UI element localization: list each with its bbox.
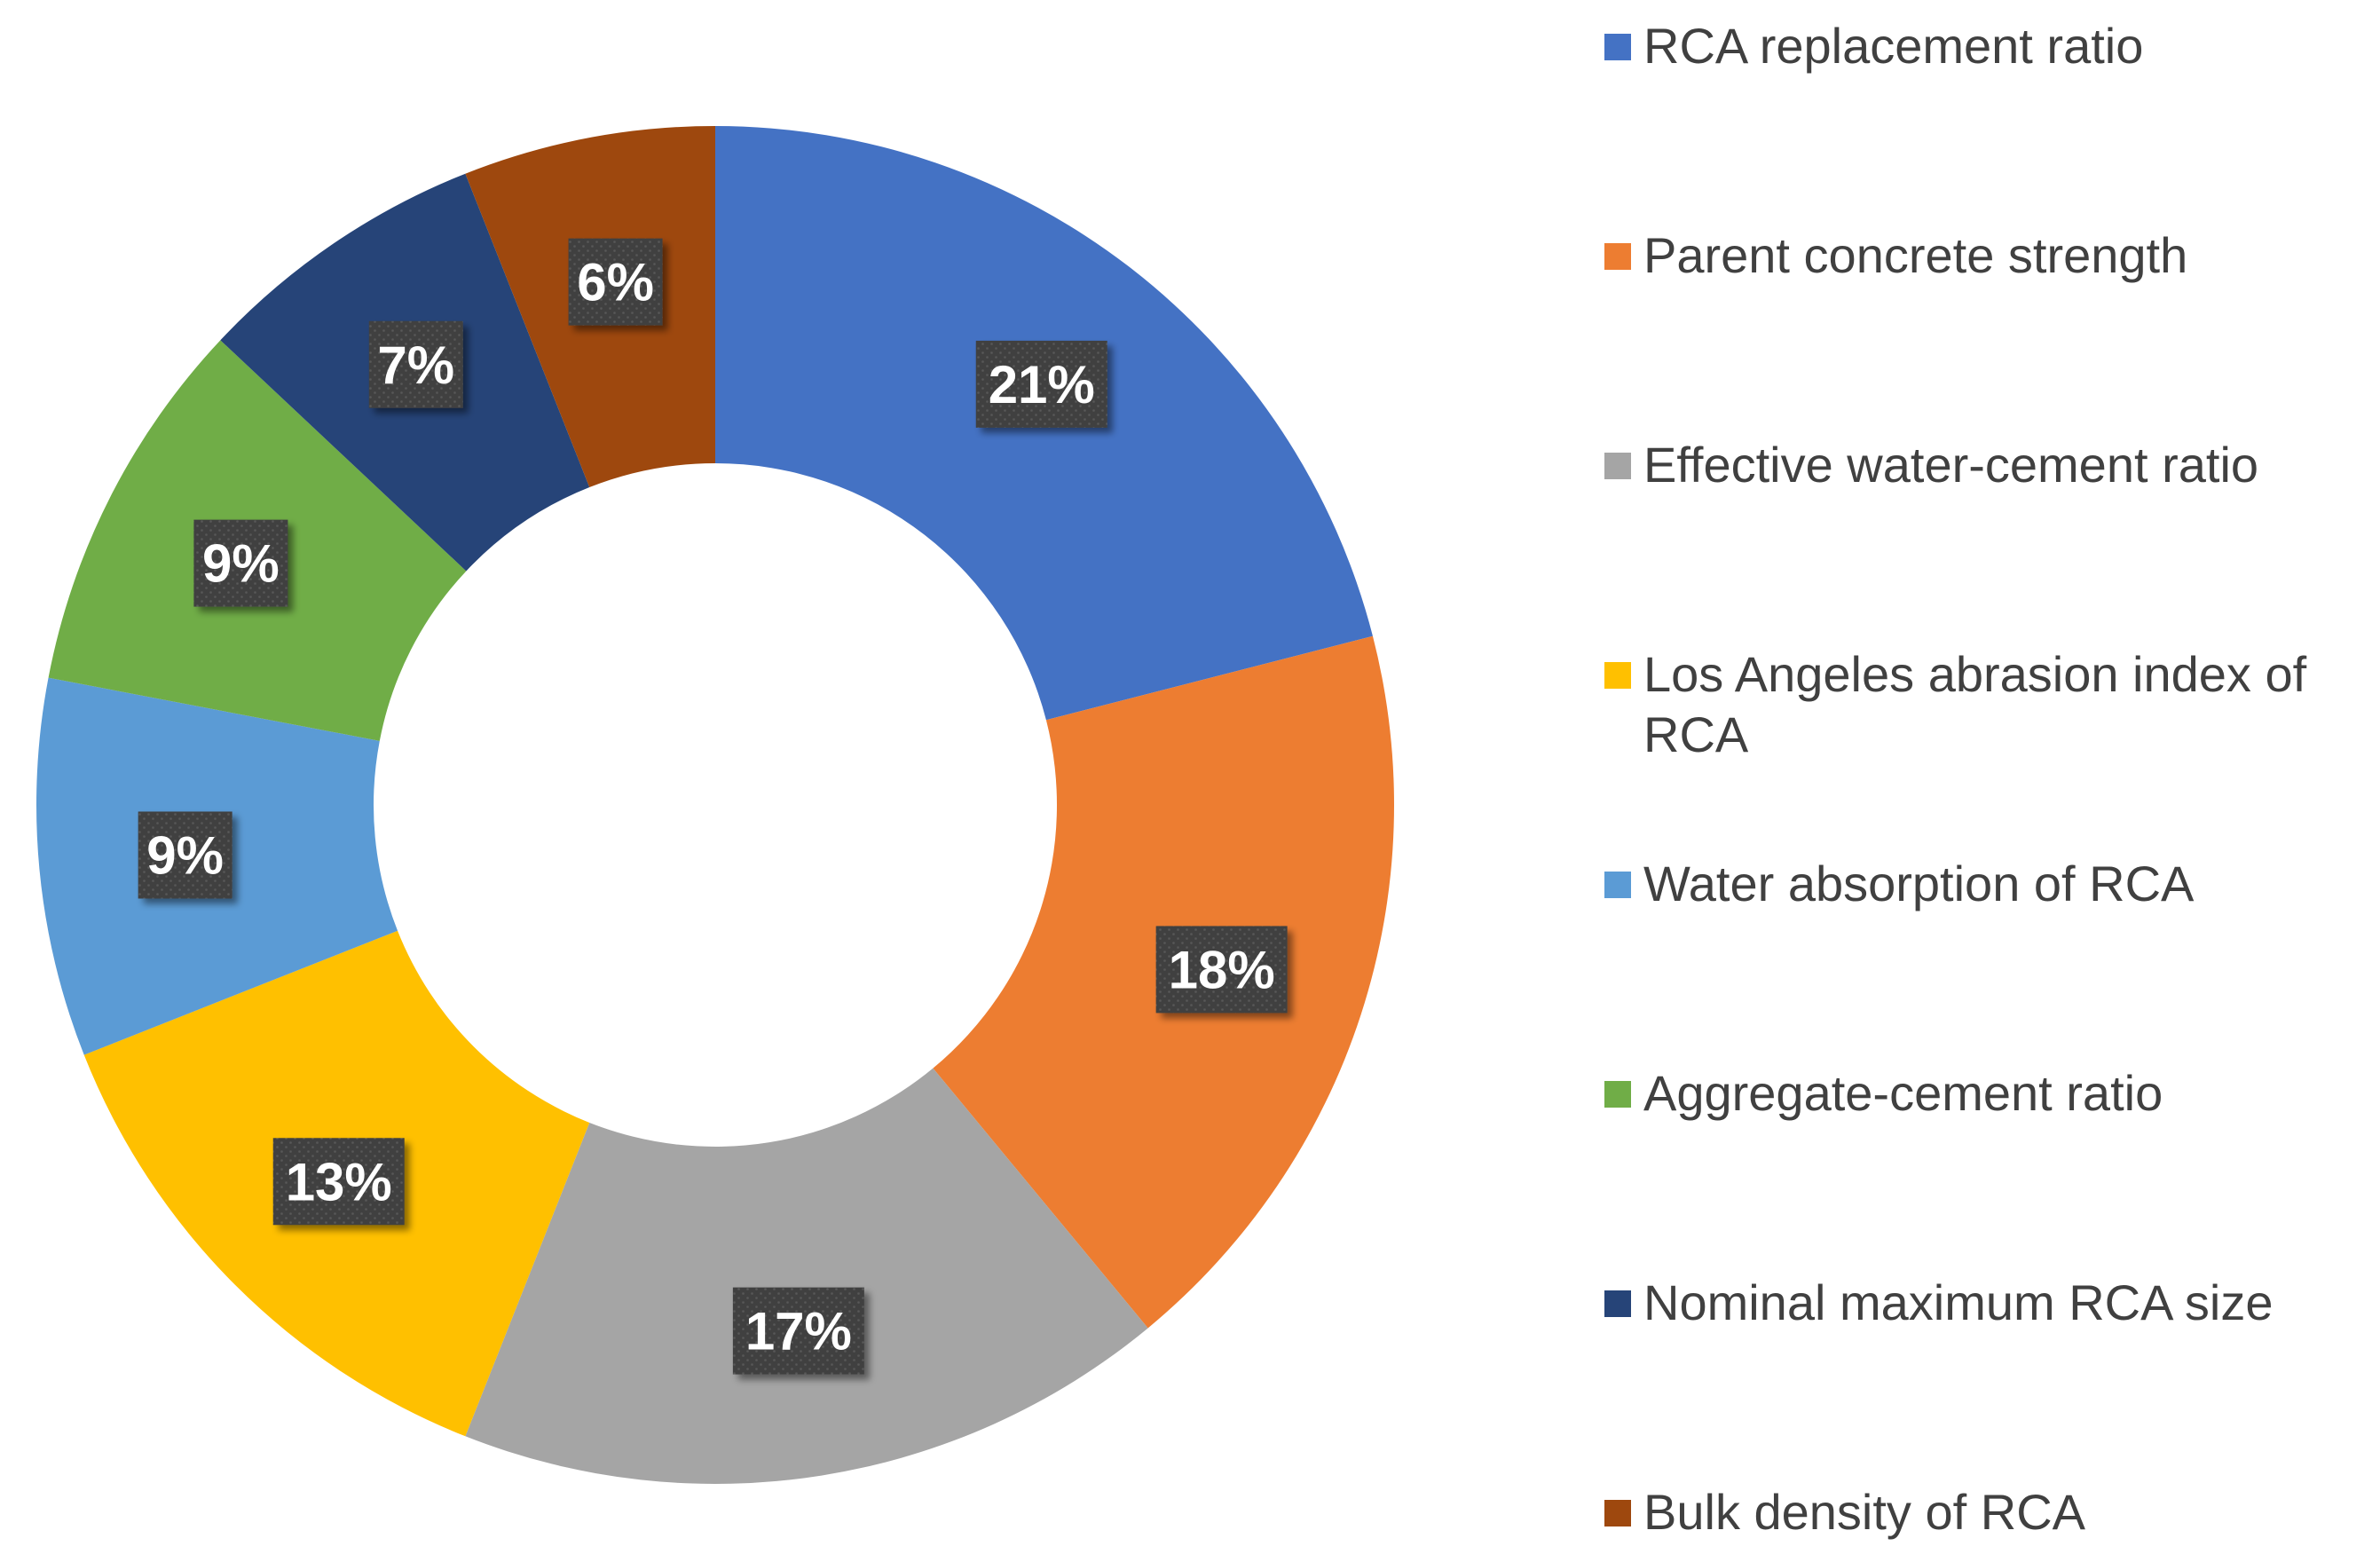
- data-label-parent-concrete-strength: 18%: [1155, 926, 1288, 1014]
- data-label-text: 7%: [377, 335, 454, 395]
- legend-item-rca-replacement-ratio: RCA replacement ratio: [1604, 16, 2362, 76]
- legend-item-aggregate-cement-ratio: Aggregate-cement ratio: [1604, 1063, 2362, 1124]
- data-label-text: 18%: [1169, 940, 1275, 999]
- legend-item-parent-concrete-strength: Parent concrete strength: [1604, 225, 2362, 286]
- data-label-aggregate-cement-ratio: 9%: [193, 519, 288, 607]
- legend-item-los-angeles-abrasion-index-of-rca: Los Angeles abrasion index of RCA: [1604, 644, 2362, 765]
- legend-item-water-absorption-of-rca: Water absorption of RCA: [1604, 854, 2362, 914]
- data-label-text: 6%: [577, 253, 654, 312]
- legend-label: Aggregate-cement ratio: [1643, 1065, 2163, 1121]
- data-label-effective-water-cement-ratio: 17%: [732, 1287, 864, 1375]
- legend: RCA replacement ratio Parent concrete str…: [1604, 0, 2368, 1562]
- data-label-text: 21%: [989, 355, 1095, 414]
- legend-label: Los Angeles abrasion index of RCA: [1643, 646, 2307, 762]
- legend-label: Effective water-cement ratio: [1643, 437, 2259, 493]
- data-label-box: [1155, 926, 1288, 1014]
- data-label-rca-replacement-ratio: 21%: [975, 340, 1107, 428]
- legend-swatch: [1604, 1081, 1631, 1108]
- legend-label: Nominal maximum RCA size: [1643, 1274, 2274, 1330]
- data-label-los-angeles-abrasion-index-of-rca: 13%: [272, 1138, 405, 1226]
- data-label-box: [732, 1287, 864, 1375]
- legend-label: Water absorption of RCA: [1643, 856, 2195, 911]
- legend-swatch: [1604, 1500, 1631, 1526]
- data-label-box: [568, 238, 663, 326]
- legend-item-bulk-density-of-rca: Bulk density of RCA: [1604, 1482, 2362, 1542]
- legend-swatch: [1604, 34, 1631, 60]
- data-label-box: [138, 811, 232, 899]
- legend-swatch: [1604, 872, 1631, 898]
- data-label-nominal-maximum-rca-size: 7%: [368, 320, 463, 408]
- data-label-text: 13%: [286, 1152, 392, 1211]
- legend-label: Bulk density of RCA: [1643, 1484, 2085, 1540]
- data-label-text: 9%: [202, 534, 280, 594]
- legend-label: Parent concrete strength: [1643, 227, 2188, 283]
- legend-item-nominal-maximum-rca-size: Nominal maximum RCA size: [1604, 1273, 2362, 1333]
- slices-layer: [36, 126, 1394, 1485]
- legend-swatch: [1604, 662, 1631, 689]
- data-label-box: [975, 340, 1107, 428]
- legend-swatch: [1604, 243, 1631, 270]
- data-label-box: [193, 519, 288, 607]
- legend-item-effective-water-cement-ratio: Effective water-cement ratio: [1604, 435, 2362, 495]
- data-label-text: 17%: [745, 1302, 852, 1361]
- data-label-bulk-density-of-rca: 6%: [568, 238, 663, 326]
- data-label-water-absorption-of-rca: 9%: [138, 811, 232, 899]
- legend-swatch: [1604, 1290, 1631, 1317]
- slice-effective-water-cement-ratio: [465, 1068, 1148, 1485]
- data-labels-layer: 21% 18% 17% 13% 9% 9% 7% 6%: [138, 238, 1288, 1375]
- data-label-box: [368, 320, 463, 408]
- data-label-box: [272, 1138, 405, 1226]
- legend-swatch: [1604, 453, 1631, 479]
- legend-label: RCA replacement ratio: [1643, 18, 2144, 74]
- data-label-text: 9%: [146, 825, 224, 885]
